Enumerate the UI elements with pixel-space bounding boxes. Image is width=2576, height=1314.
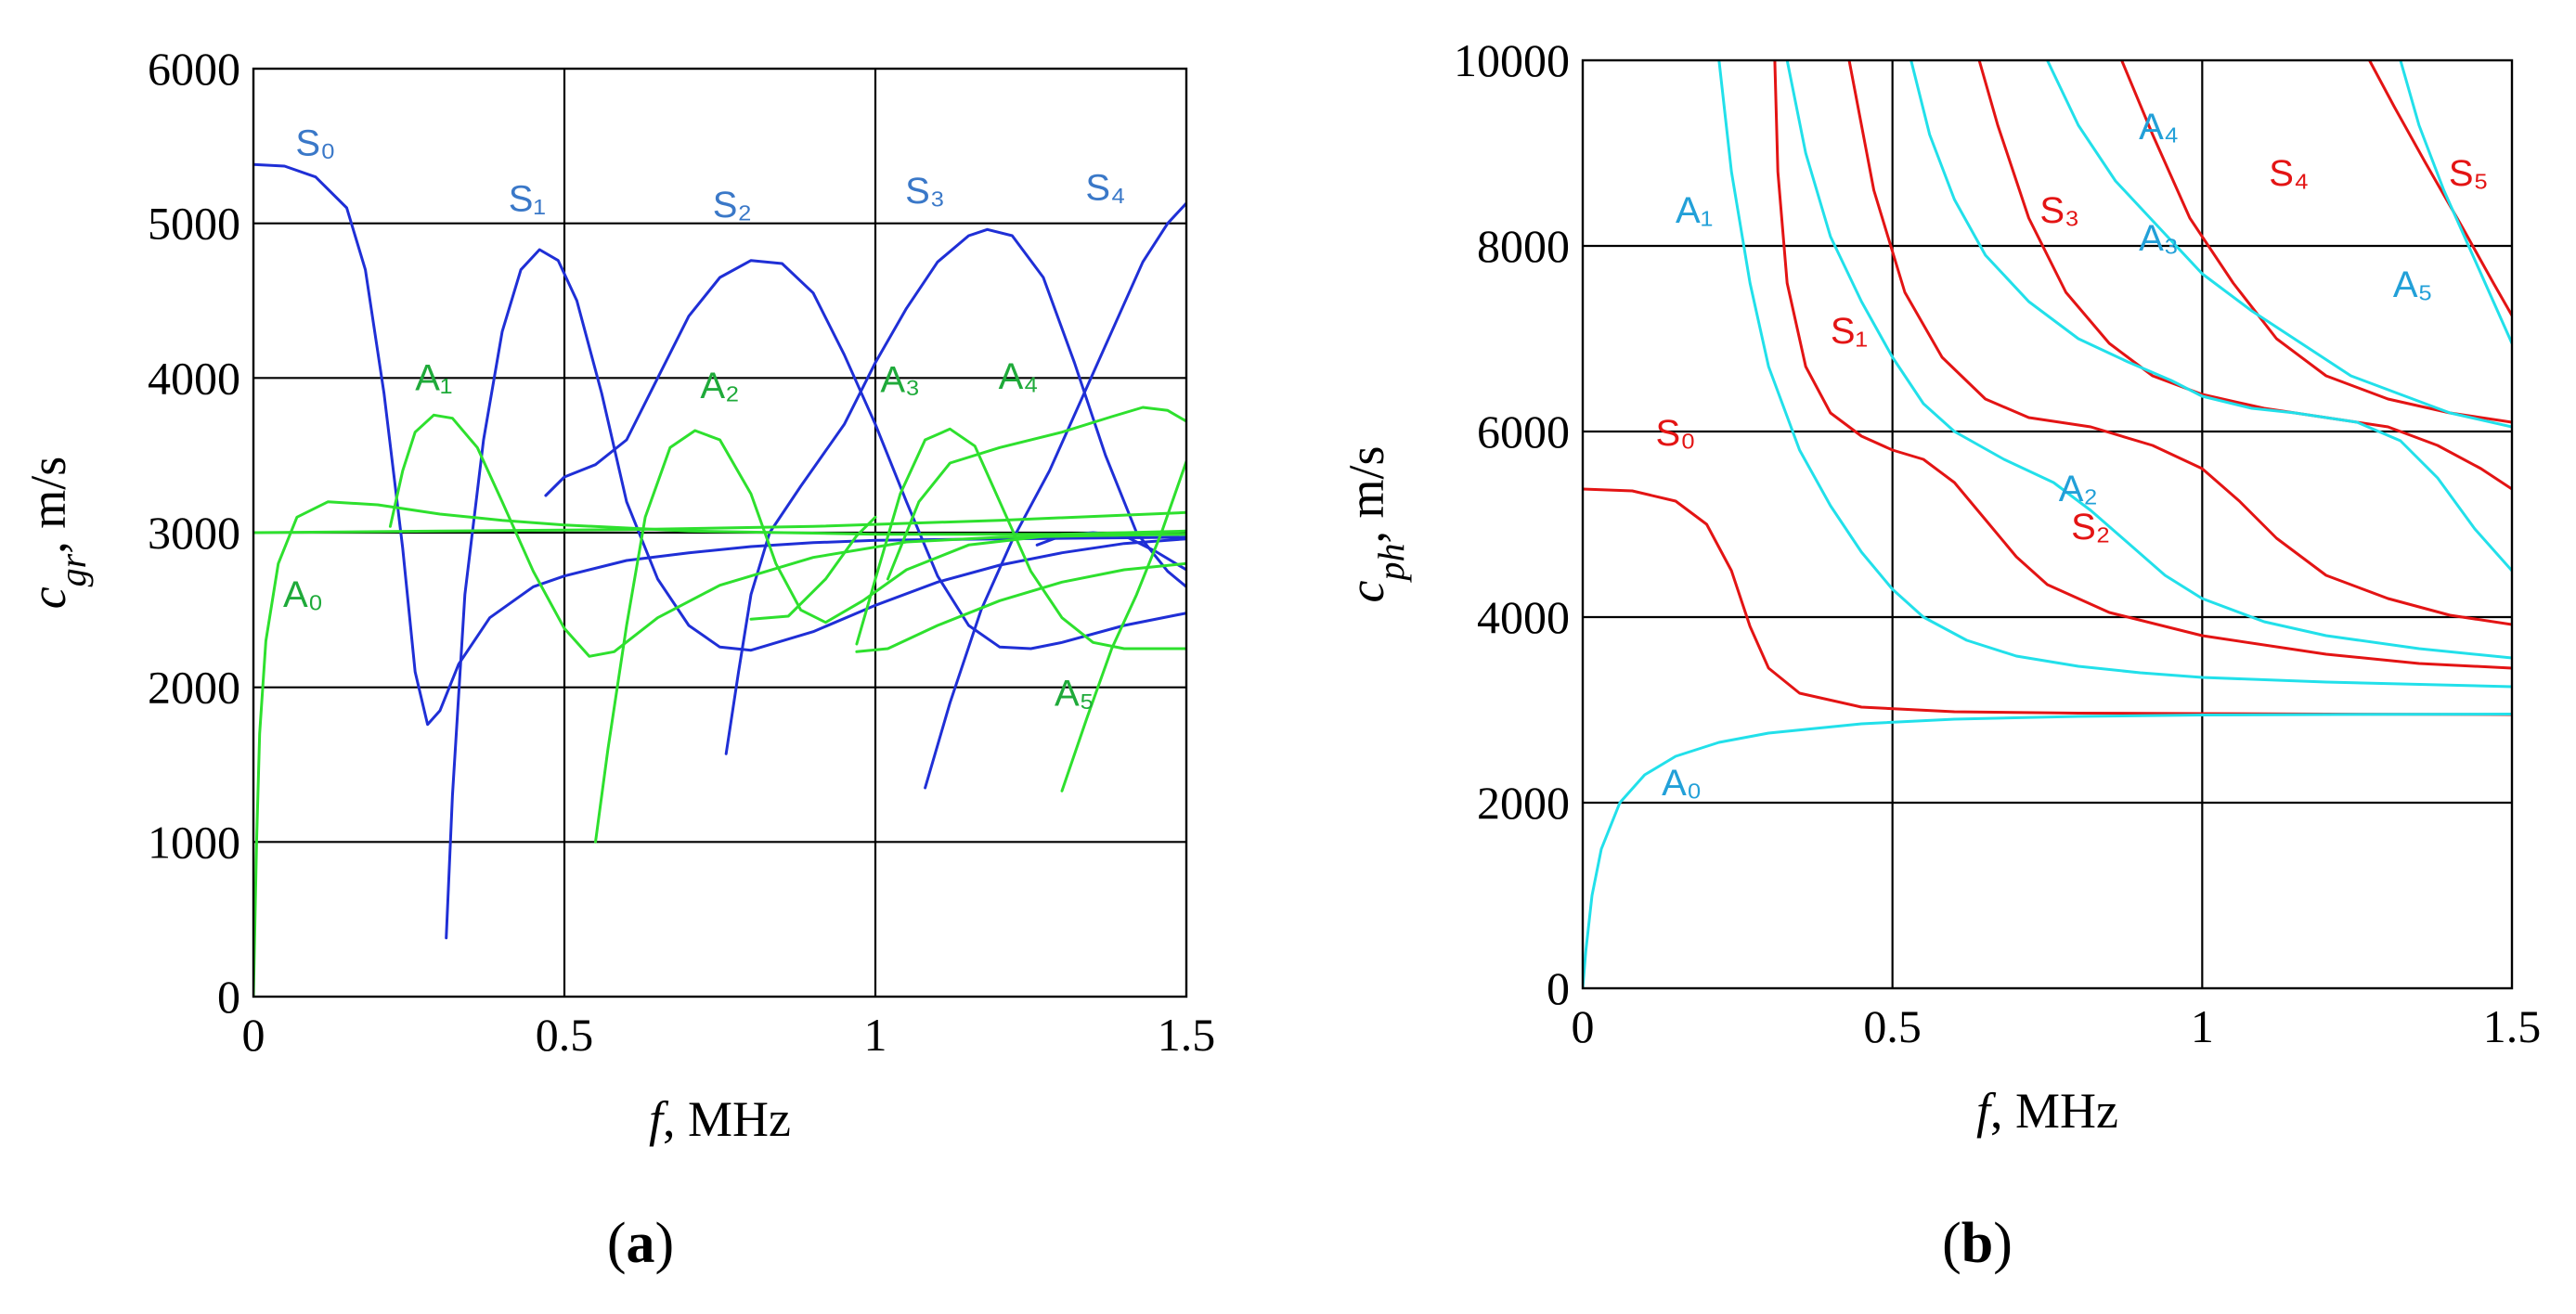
panel-label-open-paren: ( [1942,1212,1961,1275]
mode-label-a: A₂ [2059,469,2098,509]
mode-label-s: S₅ [2449,153,2489,194]
series-s0-curve [253,162,1186,727]
panel-a-group-velocity-chart: 0 0.5 1 1.5 0 1000 2000 3000 4000 5000 6000 f, MHz c… [20,43,1215,1275]
y-axis-subscript: gr [52,553,94,586]
y-tick-label: 5000 [148,198,240,250]
plot-frame [252,67,1188,998]
mode-label-s: S₃ [2039,190,2079,231]
series-s1-curve [1773,60,2512,670]
mode-label-a: A₀ [283,574,323,615]
mode-label-s: S₁ [1831,311,1868,352]
series-a2b-curve [749,515,877,621]
series-a4-curve [2046,60,2512,429]
mode-label-s: S₄ [2269,153,2309,194]
plot-frame [1581,58,2514,990]
series-s1-curve [445,248,1186,940]
y-axis-unit: , m/s [1339,446,1394,544]
x-tick-label: 1 [2191,1000,2214,1052]
x-axis-label: f, MHz [649,1091,791,1147]
y-tick-label: 8000 [1477,220,1570,272]
mode-label-a: A₃ [2139,218,2179,259]
mode-label-a: A₃ [880,359,920,400]
mode-label-a: A₄ [2139,107,2179,148]
x-tick-label: 0 [242,1009,265,1061]
mode-label-a: A₄ [999,356,1039,397]
panel-b-phase-velocity-chart: 0 0.5 1 1.5 0 2000 4000 6000 8000 10000 f, MHz cph,… [1339,34,2541,1275]
series-s0-curve [1583,487,2512,716]
panel-label: (a) [607,1212,674,1275]
mode-label-s: S₀ [295,122,335,163]
x-tick-label: 0.5 [1863,1000,1922,1052]
series-a4b-curve [253,510,1186,535]
mode-label-s: S₂ [713,185,752,225]
y-tick-label: 0 [1547,962,1570,1014]
x-tick-label: 0 [1572,1000,1595,1052]
series-s3-curve [1977,60,2512,491]
mode-label-a: A₅ [1055,674,1094,715]
series-s4-curve [924,201,1186,790]
y-axis-subscript: ph [1370,544,1412,584]
series-a3-curve [855,427,1186,651]
series-a2-curve [1785,60,2512,660]
panel-label-open-paren: ( [607,1212,627,1275]
series-a5-curve [2399,60,2512,345]
y-tick-label: 1000 [148,816,240,868]
panel-label-close-paren: ) [655,1212,675,1275]
mode-label-s: S₃ [905,171,945,212]
x-axis-unit: , MHz [1990,1083,2118,1139]
y-axis-unit: , m/s [20,457,76,554]
series-a1-curve [388,413,1186,658]
series-s5-curve [2368,60,2512,317]
x-axis-label: f, MHz [1976,1083,2118,1139]
curves [253,162,1186,997]
y-tick-label: 6000 [148,43,240,95]
series-a0-curve [1583,713,2512,988]
y-axis-label: cph, m/s [1339,446,1412,603]
panel-label-letter: a [627,1212,655,1275]
series-s2-curve [1847,60,2512,626]
panel-label-letter: b [1961,1212,1993,1275]
mode-label-s: S₄ [1085,168,1125,209]
y-tick-label: 2000 [148,662,240,714]
mode-label-a: A₂ [700,366,739,406]
y-tick-label: 4000 [148,352,240,404]
panel-label-close-paren: ) [1993,1212,2013,1275]
y-axis-variable: c [20,586,76,609]
panel-label: (b) [1942,1212,2013,1275]
series-a5-curve [1060,459,1186,792]
series-a4-curve [886,406,1186,581]
mode-label-a: A₀ [1662,763,1702,804]
series-a1-curve [1717,60,2512,689]
mode-label-a: A₅ [2393,264,2433,305]
mode-label-s: S₀ [1655,413,1695,454]
curves [1583,60,2512,988]
series-a3b-curve [855,561,1186,653]
y-tick-label: 4000 [1477,591,1570,643]
y-tick-label: 6000 [1477,406,1570,457]
mode-label-a: A₁ [1676,190,1713,231]
x-tick-label: 1 [864,1009,887,1061]
series-a0-curve [253,500,1186,997]
series-s2-curve [544,259,1186,651]
series-a2-curve [594,429,1186,844]
series-s3-curve [724,227,1186,755]
x-axis-unit: , MHz [663,1091,791,1147]
x-tick-label: 1.5 [1158,1009,1216,1061]
x-tick-label: 0.5 [536,1009,594,1061]
series-s4-curve [2120,60,2512,424]
y-axis-label: cgr, m/s [20,457,94,610]
y-tick-label: 2000 [1477,777,1570,829]
mode-label-s: S₁ [509,178,546,219]
x-tick-label: 1.5 [2483,1000,2542,1052]
y-tick-label: 0 [217,971,240,1023]
y-axis-variable: c [1339,581,1394,603]
y-tick-label: 10000 [1454,34,1570,86]
mode-label-s: S₂ [2071,507,2110,548]
mode-label-a: A₁ [415,358,452,399]
series-a3-curve [1909,60,2512,573]
y-tick-label: 3000 [148,507,240,559]
